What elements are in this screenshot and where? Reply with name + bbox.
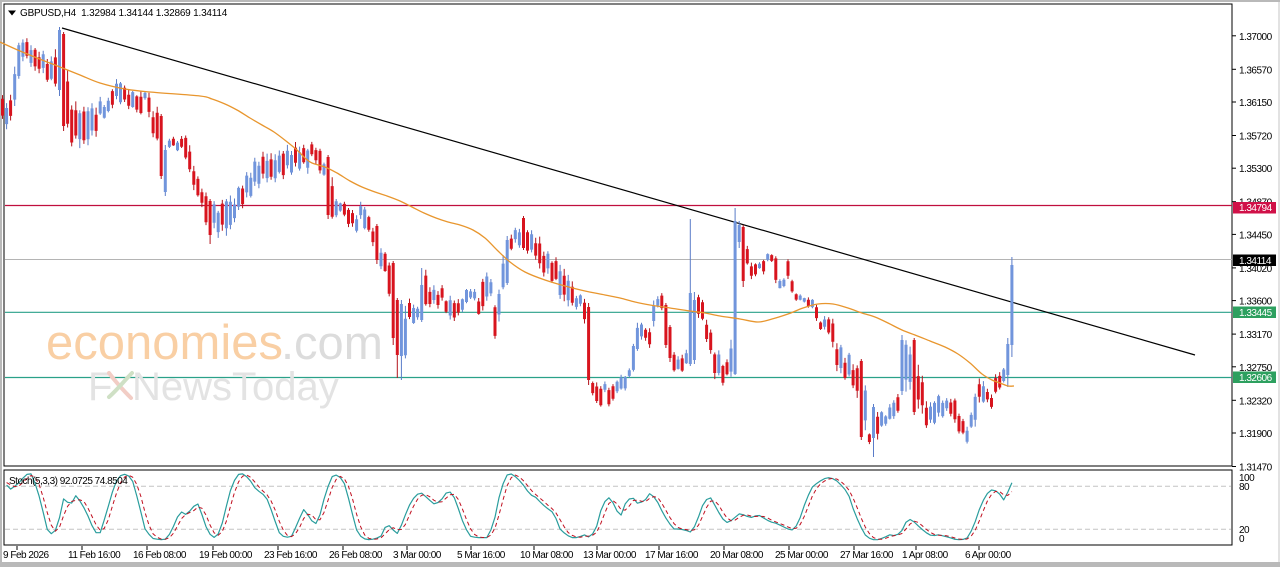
- svg-text:1.31470: 1.31470: [1239, 463, 1273, 474]
- svg-text:16 Feb 08:00: 16 Feb 08:00: [133, 550, 187, 561]
- svg-text:NewsToday: NewsToday: [132, 365, 339, 409]
- svg-text:1.34794: 1.34794: [1239, 203, 1273, 214]
- svg-text:20 Mar 08:00: 20 Mar 08:00: [710, 550, 764, 561]
- svg-text:20: 20: [1239, 525, 1250, 536]
- svg-text:9 Feb 2026: 9 Feb 2026: [3, 550, 50, 561]
- svg-text:1.33445: 1.33445: [1239, 308, 1273, 319]
- svg-text:1.32606: 1.32606: [1239, 373, 1273, 384]
- svg-text:1.32320: 1.32320: [1239, 396, 1273, 407]
- svg-text:17 Mar 16:00: 17 Mar 16:00: [645, 550, 699, 561]
- svg-text:1.34114: 1.34114: [1239, 256, 1272, 267]
- svg-text:0: 0: [1239, 534, 1245, 545]
- svg-text:1.33600: 1.33600: [1239, 297, 1273, 308]
- svg-text:GBPUSD,H4 1.32984 1.34144 1.3: GBPUSD,H4 1.32984 1.34144 1.32869 1.3411…: [20, 8, 228, 19]
- svg-text:13 Mar 00:00: 13 Mar 00:00: [583, 550, 637, 561]
- svg-text:1.31900: 1.31900: [1239, 429, 1273, 440]
- svg-text:10 Mar 08:00: 10 Mar 08:00: [520, 550, 574, 561]
- svg-text:5 Mar 16:00: 5 Mar 16:00: [457, 550, 506, 561]
- svg-text:Stoch(5,3,3) 92.0725 74.8504: Stoch(5,3,3) 92.0725 74.8504: [9, 476, 128, 487]
- svg-text:.com: .com: [281, 316, 383, 369]
- svg-text:6 Apr 00:00: 6 Apr 00:00: [965, 550, 1012, 561]
- svg-text:1.36150: 1.36150: [1239, 98, 1273, 109]
- svg-text:1.33170: 1.33170: [1239, 330, 1273, 341]
- svg-text:80: 80: [1239, 482, 1250, 493]
- svg-text:3 Mar 00:00: 3 Mar 00:00: [393, 550, 442, 561]
- svg-text:1.34020: 1.34020: [1239, 264, 1273, 275]
- svg-text:1.34450: 1.34450: [1239, 230, 1273, 241]
- svg-text:economies: economies: [46, 316, 283, 370]
- svg-text:1.37000: 1.37000: [1239, 32, 1273, 43]
- svg-text:1.35720: 1.35720: [1239, 132, 1273, 143]
- svg-text:1.32750: 1.32750: [1239, 363, 1273, 374]
- svg-text:1.35300: 1.35300: [1239, 164, 1273, 175]
- svg-text:1 Apr 08:00: 1 Apr 08:00: [902, 550, 949, 561]
- svg-text:26 Feb 08:00: 26 Feb 08:00: [329, 550, 383, 561]
- svg-text:19 Feb 00:00: 19 Feb 00:00: [199, 550, 253, 561]
- svg-text:25 Mar 00:00: 25 Mar 00:00: [775, 550, 829, 561]
- svg-text:11 Feb 16:00: 11 Feb 16:00: [68, 550, 121, 561]
- svg-text:27 Mar 16:00: 27 Mar 16:00: [840, 550, 894, 561]
- svg-text:1.36570: 1.36570: [1239, 65, 1273, 76]
- svg-text:100: 100: [1239, 473, 1255, 484]
- svg-text:23 Feb 16:00: 23 Feb 16:00: [264, 550, 318, 561]
